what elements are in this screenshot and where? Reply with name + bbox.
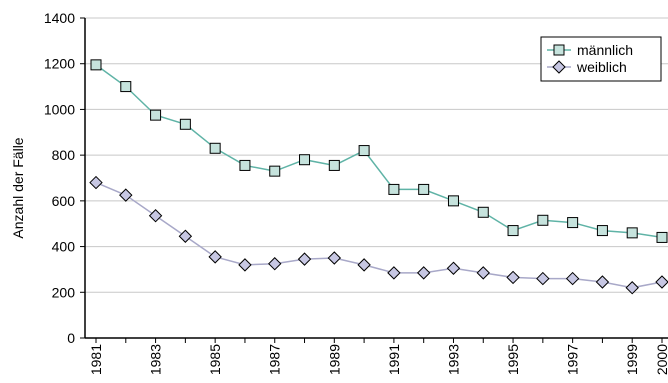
y-tick-label: 0: [67, 330, 75, 346]
data-point: [148, 209, 163, 223]
data-point: [476, 266, 490, 280]
data-point: [595, 275, 610, 289]
data-point: [297, 252, 312, 266]
legend-marker: [553, 44, 565, 56]
data-point: [90, 59, 102, 71]
x-tick-label: 1981: [88, 344, 104, 375]
legend-item: weiblich: [547, 59, 627, 75]
data-point: [269, 165, 281, 177]
series-group: [89, 59, 668, 295]
x-tick-label: 1993: [445, 344, 461, 375]
data-point: [178, 229, 193, 243]
x-tick-label: 2000: [654, 344, 668, 375]
data-point: [89, 175, 103, 190]
data-point: [536, 271, 550, 286]
data-point: [506, 270, 520, 285]
data-point: [357, 258, 371, 272]
y-tick-labels: 0 200 400 600 800 1000 1200 1400: [44, 10, 75, 346]
data-point: [268, 257, 282, 271]
x-tick-label: 1989: [326, 344, 342, 375]
data-point: [626, 227, 638, 239]
legend-box: [540, 36, 662, 82]
series-weiblich: [89, 175, 668, 295]
data-point: [119, 188, 133, 202]
y-tick-label: 600: [52, 193, 76, 209]
data-point: [388, 183, 400, 195]
data-point: [238, 258, 252, 272]
data-point: [328, 159, 340, 171]
axes: [80, 17, 668, 343]
grid-lines: [85, 17, 668, 293]
data-point: [387, 266, 401, 280]
data-point: [179, 118, 191, 130]
data-point: [596, 225, 608, 237]
y-tick-label: 800: [52, 147, 76, 163]
data-point: [625, 281, 639, 295]
x-tick-labels: 1981 1983 1985 1987 1989 1991 1993 1995 1997 1999…: [88, 344, 668, 375]
x-tick-label: 1991: [386, 344, 402, 375]
legend-label: männlich: [577, 42, 633, 58]
x-tick-label: 1997: [565, 344, 581, 375]
x-tick-label: 1999: [624, 344, 640, 375]
data-point: [239, 159, 251, 171]
data-point: [565, 271, 580, 286]
legend-label: weiblich: [576, 59, 627, 75]
data-point: [507, 225, 519, 237]
y-axis-label: Anzahl der Fälle: [10, 137, 26, 238]
data-point: [208, 250, 222, 264]
data-point: [327, 251, 342, 265]
x-tick-label: 1983: [148, 344, 164, 375]
data-point: [656, 231, 668, 243]
data-point: [299, 154, 311, 166]
data-point: [446, 261, 461, 275]
legend-item: männlich: [547, 42, 633, 58]
legend-marker: [552, 60, 566, 74]
y-tick-label: 1000: [44, 101, 75, 117]
series-maennlich: [90, 59, 668, 243]
y-tick-label: 400: [52, 239, 76, 255]
x-tick-label: 1995: [505, 344, 521, 375]
data-point: [447, 195, 459, 207]
data-point: [537, 214, 549, 226]
data-point: [120, 81, 132, 93]
data-point: [567, 217, 579, 229]
data-point: [358, 145, 370, 157]
x-tick-label: 1985: [207, 344, 223, 375]
y-tick-label: 200: [52, 284, 76, 300]
data-point: [477, 206, 489, 218]
data-point: [418, 183, 430, 195]
y-tick-label: 1400: [44, 10, 75, 26]
data-point: [209, 142, 221, 154]
x-tick-label: 1987: [267, 344, 283, 375]
data-point: [655, 275, 668, 289]
series-line: [95, 64, 663, 239]
y-tick-label: 1200: [44, 56, 75, 72]
data-point: [416, 266, 431, 280]
data-point: [150, 109, 162, 121]
